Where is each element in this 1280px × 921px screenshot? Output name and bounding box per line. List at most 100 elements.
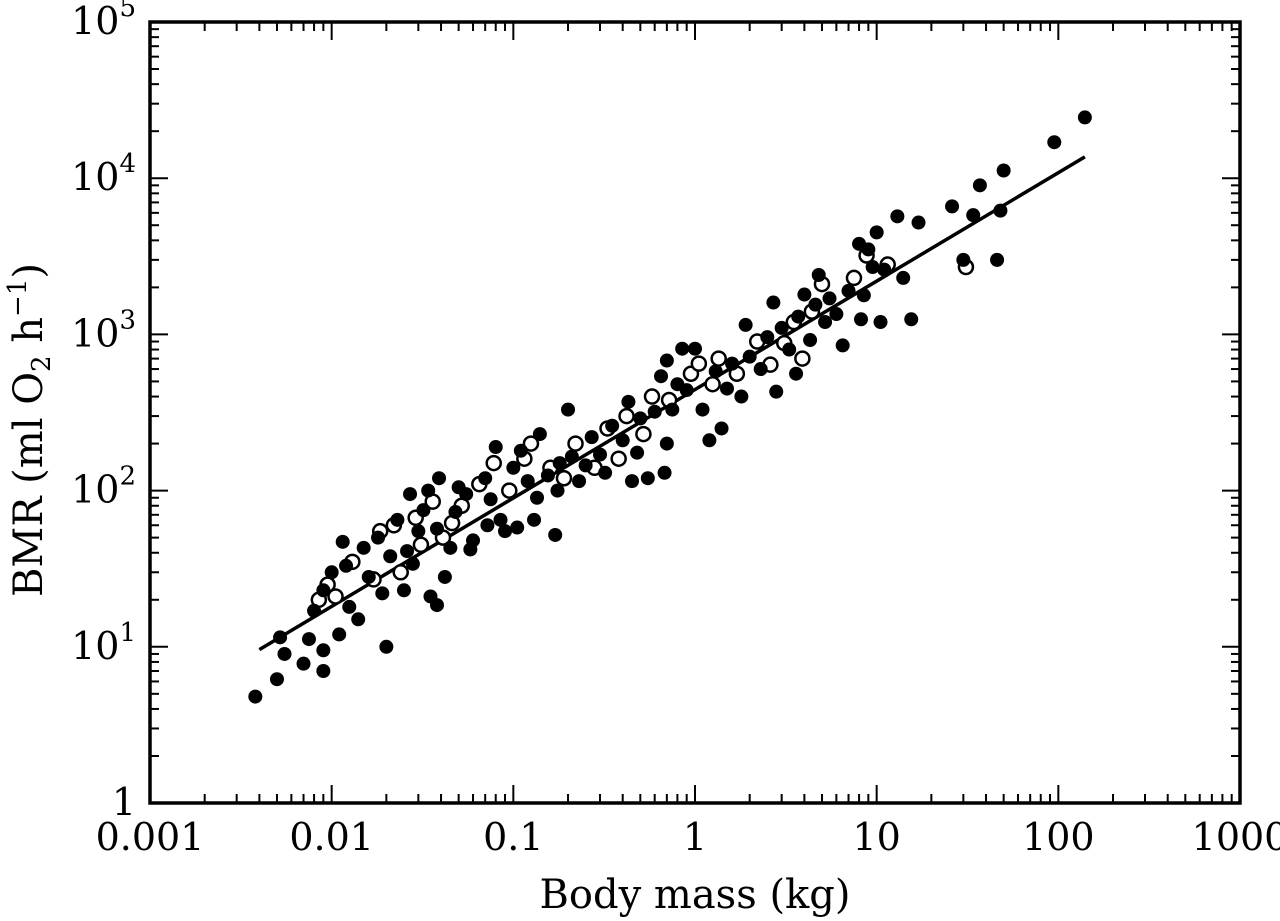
filled-data-point (659, 436, 674, 451)
open-data-point (635, 425, 652, 443)
filled-data-point (675, 341, 690, 356)
open-data-point (618, 407, 635, 425)
filled-data-point (530, 490, 545, 505)
filled-data-point (550, 483, 565, 498)
filled-data-point (695, 402, 710, 417)
filled-data-point (774, 320, 789, 335)
filled-data-point (371, 530, 386, 545)
filled-data-point (621, 394, 636, 409)
filled-data-point (478, 471, 493, 486)
filled-data-point (351, 612, 366, 627)
filled-data-point (448, 504, 463, 519)
filled-data-point (332, 627, 347, 642)
open-data-point (555, 469, 573, 487)
filled-data-point (316, 583, 331, 598)
filled-data-point (396, 583, 411, 598)
filled-data-point (657, 465, 672, 480)
filled-data-point (316, 643, 331, 658)
filled-data-point (437, 569, 452, 584)
data-points (248, 110, 1092, 704)
filled-data-point (734, 389, 749, 404)
filled-data-point (301, 632, 316, 647)
filled-data-point (483, 492, 498, 507)
filled-data-point (789, 366, 804, 381)
axis-ticks (149, 22, 1240, 804)
filled-data-point (625, 474, 640, 489)
y-axis-label: BMR (ml O2 h−1) (3, 263, 57, 597)
x-tick-label: 1000 (1192, 815, 1280, 859)
filled-data-point (379, 639, 394, 654)
plot-frame (148, 20, 1242, 805)
filled-data-point (520, 474, 535, 489)
open-data-point (704, 375, 721, 393)
filled-data-point (854, 312, 869, 327)
filled-data-point (966, 208, 981, 223)
x-tick-labels: 0.001 0.01 0.1 1 10 100 1000 (96, 815, 1280, 859)
filled-data-point (1077, 110, 1092, 125)
y-tick-label: 102 (71, 462, 136, 512)
open-data-point (485, 454, 502, 472)
filled-data-point (552, 456, 567, 471)
x-axis-label: Body mass (kg) (540, 872, 851, 918)
open-data-point (327, 588, 344, 605)
filled-data-point (877, 262, 892, 277)
filled-data-point (584, 430, 599, 445)
filled-data-point (532, 427, 547, 442)
filled-data-point (480, 518, 495, 533)
filled-data-point (972, 178, 987, 193)
x-tick-label: 0.01 (289, 815, 374, 859)
filled-data-point (742, 349, 757, 364)
filled-data-point (890, 209, 905, 224)
filled-data-point (416, 503, 431, 518)
open-data-point (501, 482, 518, 499)
filled-data-point (782, 342, 797, 357)
filled-data-point (647, 404, 662, 419)
filled-data-point (307, 603, 322, 618)
filled-data-point (811, 268, 826, 283)
filled-data-point (665, 402, 680, 417)
x-tick-label: 10 (852, 815, 900, 859)
filled-data-point (797, 287, 812, 302)
filled-data-point (498, 524, 513, 539)
filled-data-point (593, 447, 608, 462)
open-data-point (690, 355, 708, 372)
filled-data-point (1047, 135, 1062, 150)
filled-data-point (990, 252, 1005, 267)
filled-data-point (808, 297, 823, 312)
filled-data-point (835, 338, 850, 353)
open-data-point (610, 450, 627, 467)
filled-data-point (443, 540, 458, 555)
filled-data-point (956, 252, 971, 267)
filled-data-point (904, 312, 919, 327)
filled-data-point (561, 402, 576, 417)
filled-data-point (605, 418, 620, 433)
filled-data-point (383, 549, 398, 564)
y-tick-label: 104 (71, 149, 136, 199)
y-tick-labels: 1 101 102 103 104 105 (71, 0, 136, 824)
open-data-point (392, 564, 409, 581)
filled-data-point (856, 288, 871, 303)
filled-data-point (400, 544, 415, 559)
open-data-point (567, 435, 584, 452)
filled-data-point (335, 534, 350, 549)
filled-data-point (679, 383, 694, 398)
filled-data-point (598, 465, 613, 480)
open-data-point (794, 350, 811, 367)
filled-data-point (339, 558, 354, 573)
x-tick-label: 1 (683, 815, 707, 859)
open-data-point (643, 388, 661, 405)
filled-data-point (873, 315, 888, 330)
filled-data-point (714, 421, 729, 436)
filled-data-point (945, 199, 960, 214)
y-tick-label: 1 (112, 780, 136, 824)
filled-data-point (324, 565, 339, 580)
filled-data-point (766, 295, 781, 310)
filled-data-point (459, 487, 474, 502)
filled-data-point (688, 341, 702, 356)
filled-data-point (342, 599, 357, 614)
filled-data-point (896, 270, 911, 285)
filled-data-point (769, 384, 784, 399)
x-tick-label: 100 (1022, 815, 1095, 859)
x-tick-label: 0.1 (483, 815, 543, 859)
